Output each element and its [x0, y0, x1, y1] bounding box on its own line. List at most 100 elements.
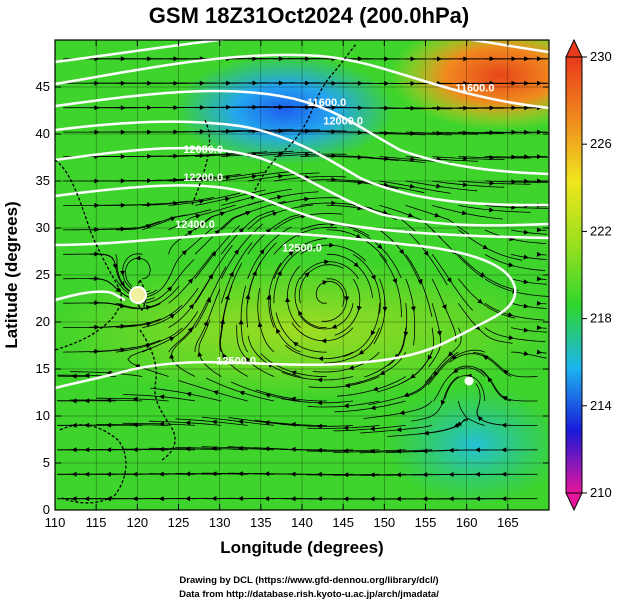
streamline-arrow	[524, 56, 530, 62]
contour-labels: 12500.0 12500.0 11600.0 12000.0 11600.0 12000…	[175, 83, 494, 368]
y-tick-label: 30	[36, 220, 50, 235]
streamline-arrow	[188, 303, 194, 310]
streamline-arrow	[370, 330, 376, 336]
streamline-arrow	[501, 471, 507, 477]
streamline-arrow	[119, 281, 125, 287]
streamline-arrow	[369, 472, 375, 478]
colorbar-top-arrow	[565, 38, 583, 58]
streamline-arrow	[106, 422, 112, 428]
streamline-arrow	[224, 196, 231, 202]
y-tick-label: 35	[36, 173, 50, 188]
y-tick-label: 20	[36, 314, 50, 329]
streamline-arrow	[329, 242, 335, 248]
streamline-arrow	[120, 226, 126, 232]
streamline-arrow	[536, 251, 542, 257]
streamline-arrow	[523, 303, 529, 309]
streamline-arrow	[461, 210, 468, 216]
streamline-arrow	[317, 377, 323, 383]
streamline-arrow	[524, 178, 530, 184]
streamline-arrow	[324, 259, 330, 265]
streamline-arrow	[383, 182, 389, 188]
contour-line	[55, 89, 549, 176]
colorbar-tick-label: 230	[590, 49, 612, 64]
streamline-arrow	[187, 327, 193, 333]
x-tick-label: 160	[456, 515, 478, 530]
streamline-arrow	[244, 356, 251, 363]
streamline-arrow	[265, 228, 272, 234]
streamline-arrow	[501, 447, 507, 453]
streamline-arrow	[238, 319, 244, 325]
streamline-arrow	[353, 262, 359, 268]
contour-label: 11600.0	[307, 97, 346, 109]
streamline-arrow	[410, 306, 416, 312]
streamline-arrow	[147, 202, 153, 208]
streamline-arrow	[501, 422, 507, 428]
streamline-arrow	[237, 471, 243, 477]
streamline-arrow	[252, 270, 257, 277]
plot-area	[55, 40, 549, 510]
streamline-arrow	[523, 351, 529, 356]
contour-line	[55, 40, 549, 64]
streamline-arrow	[503, 369, 509, 375]
streamline-arrow	[276, 328, 281, 334]
colorbar-gradient	[565, 56, 583, 494]
streamline-arrow	[523, 327, 529, 333]
typhoon-marker	[129, 286, 147, 304]
colorbar: 210 214 218 222 226 230	[565, 38, 612, 512]
coastline-philippines	[139, 329, 176, 461]
streamline-arrow	[195, 213, 201, 219]
streamline-arrow	[304, 196, 310, 202]
streamline-arrow	[331, 129, 337, 135]
streamline-arrow	[369, 426, 375, 432]
streamline-arrow	[211, 251, 217, 257]
streamline-arrow	[277, 194, 283, 200]
streamline-arrow	[170, 216, 176, 222]
streamline-arrow	[316, 423, 322, 429]
streamline-arrow	[508, 262, 514, 268]
colorbar-tick-label: 222	[590, 223, 612, 238]
streamline-arrow	[437, 330, 442, 337]
x-tick-label: 135	[250, 515, 272, 530]
streamline-arrow	[537, 129, 542, 135]
colorbar-ticks: 210 214 218 222 226 230	[582, 49, 612, 500]
streamline-arrow	[536, 300, 542, 306]
streamline-arrow	[251, 174, 258, 179]
streamline-arrow	[436, 105, 442, 111]
contour-label: 12000.0	[323, 116, 363, 128]
streamline-arrow	[245, 210, 251, 216]
x-tick-label: 145	[332, 515, 354, 530]
streamline-arrow	[264, 393, 271, 398]
warm-band	[55, 260, 549, 400]
streamline-arrow	[370, 405, 376, 411]
streamline-arrow	[229, 271, 234, 277]
y-tick-label: 0	[43, 502, 50, 517]
streamline-arrow	[384, 130, 390, 136]
streamline-arrow	[524, 129, 530, 135]
streamline-arrow	[224, 294, 230, 300]
credit-data: Data from http://database.rish.kyoto-u.a…	[179, 589, 439, 600]
streamline-arrow	[524, 154, 530, 160]
streamline-arrow	[479, 272, 486, 277]
streamline-arrow	[331, 153, 337, 159]
y-tick-label: 40	[36, 126, 50, 141]
x-tick-label: 140	[291, 515, 313, 530]
streamline-arrow	[407, 212, 414, 218]
streamline-arrow	[146, 321, 152, 327]
streamline-arrow	[187, 230, 193, 236]
streamline-arrow	[120, 270, 125, 276]
x-tick-label: 125	[168, 515, 190, 530]
streamline-arrow	[278, 173, 284, 179]
streamline-arrow	[316, 400, 322, 406]
streamline-arrow	[537, 154, 542, 160]
streamline-arrow	[508, 335, 514, 340]
streamline-arrow	[185, 420, 191, 426]
streamline-arrow	[166, 286, 172, 292]
streamline-arrow	[523, 229, 529, 235]
streamline-arrow	[489, 130, 495, 136]
streamline-arrow	[322, 280, 328, 285]
streamline-arrow	[453, 422, 460, 428]
x-ticks: 110 115 120 125 130 135 140 145 150 155 160 165	[45, 40, 519, 530]
contour-label: 12200.0	[183, 172, 223, 184]
x-tick-label: 155	[415, 515, 437, 530]
streamline-arrow	[158, 421, 164, 427]
